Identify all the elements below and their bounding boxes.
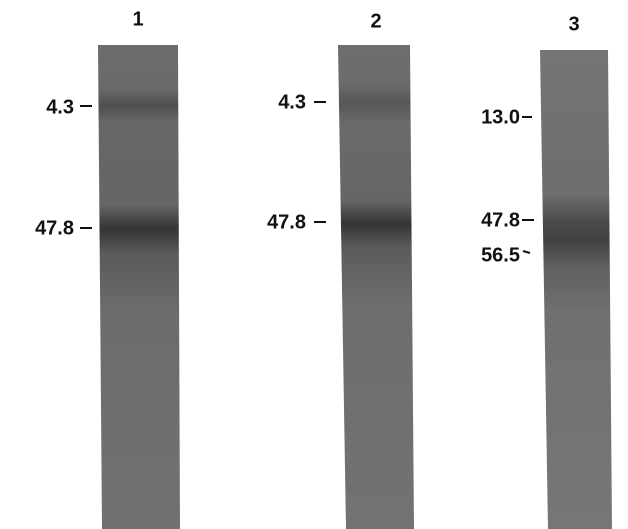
band-label: 47.8 [35, 217, 74, 239]
lane [540, 50, 612, 529]
lane-number: 2 [370, 10, 381, 32]
lane-number: 3 [568, 13, 579, 35]
band-label: 4.3 [278, 91, 306, 113]
band-label: 56.5 [481, 244, 520, 266]
band-label: 4.3 [46, 96, 74, 118]
band-label: 47.8 [267, 211, 306, 233]
band-label: 13.0 [481, 106, 520, 128]
band-label: 47.8 [481, 209, 520, 231]
lane-number: 1 [132, 8, 143, 30]
lane [338, 45, 414, 529]
gel-figure: 1 2 3 4.3 47.8 4.3 47.8 13.0 47.8 56.5 [0, 0, 628, 529]
label-dash [523, 251, 530, 253]
lane [98, 45, 180, 529]
